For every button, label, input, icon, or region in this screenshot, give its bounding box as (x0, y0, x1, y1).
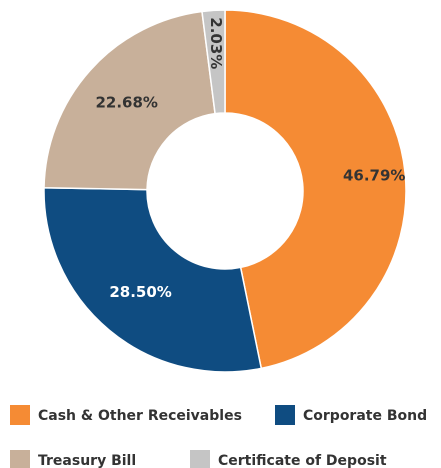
donut-slice (201, 9, 226, 115)
donut-slice (43, 10, 216, 191)
data-label: 28.50% (109, 283, 171, 301)
legend-swatch (190, 450, 210, 468)
legend-text: Cash & Other Receivables (38, 408, 242, 424)
donut-slice (224, 9, 407, 370)
legend-swatch (10, 405, 30, 425)
data-label: 22.68% (95, 93, 157, 111)
legend-swatch (275, 405, 295, 425)
legend-text: Certificate of Deposit (218, 453, 387, 468)
legend-text: Corporate Bond (303, 408, 427, 424)
legend-text: Treasury Bill (38, 453, 136, 468)
data-label: 46.79% (343, 166, 405, 184)
legend-swatch (10, 450, 30, 468)
data-label: 2.03% (207, 17, 225, 69)
donut-slice (43, 186, 263, 373)
